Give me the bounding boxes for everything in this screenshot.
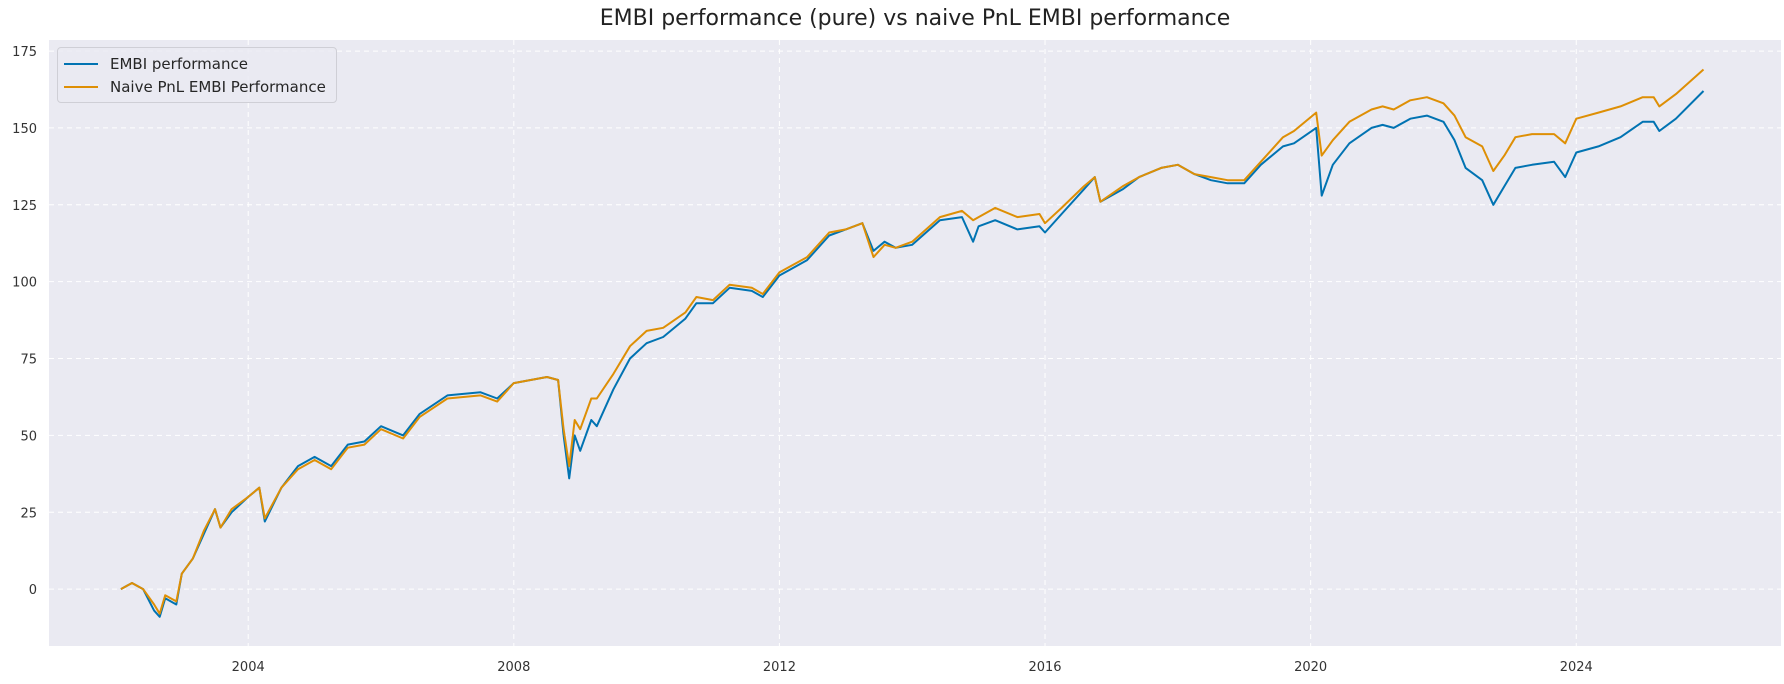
legend: EMBI performance Naive PnL EMBI Performa… xyxy=(57,47,337,103)
y-tick-label: 100 xyxy=(12,276,37,291)
x-tick-label: 2024 xyxy=(1560,660,1593,675)
y-axis: 0 25 50 75 100 125 150 175 xyxy=(12,45,37,598)
x-axis: 2004 2008 2012 2016 2020 2024 xyxy=(232,660,1593,675)
x-tick-label: 2016 xyxy=(1028,660,1061,675)
y-tick-label: 50 xyxy=(20,429,37,444)
y-tick-label: 125 xyxy=(12,199,37,214)
y-tick-label: 0 xyxy=(29,583,37,598)
legend-swatch-embi xyxy=(64,62,98,65)
legend-swatch-naive xyxy=(64,85,98,88)
legend-item-embi: EMBI performance xyxy=(64,52,326,75)
plot-area xyxy=(49,40,1781,646)
series-line-embi-performance xyxy=(120,90,1705,618)
x-tick-label: 2004 xyxy=(232,660,265,675)
legend-item-naive: Naive PnL EMBI Performance xyxy=(64,75,326,98)
y-tick-label: 25 xyxy=(20,506,37,521)
chart-title: EMBI performance (pure) vs naive PnL EMB… xyxy=(599,6,1231,31)
series-line-naive-pnl-embi-performance xyxy=(120,68,1705,615)
y-tick-label: 175 xyxy=(12,45,37,60)
legend-label-embi: EMBI performance xyxy=(110,54,248,73)
x-tick-label: 2020 xyxy=(1294,660,1327,675)
x-tick-label: 2012 xyxy=(763,660,796,675)
y-tick-label: 150 xyxy=(12,122,37,137)
series-lines xyxy=(120,68,1705,618)
x-tick-label: 2008 xyxy=(497,660,530,675)
y-tick-label: 75 xyxy=(20,353,37,368)
legend-label-naive: Naive PnL EMBI Performance xyxy=(110,77,326,96)
